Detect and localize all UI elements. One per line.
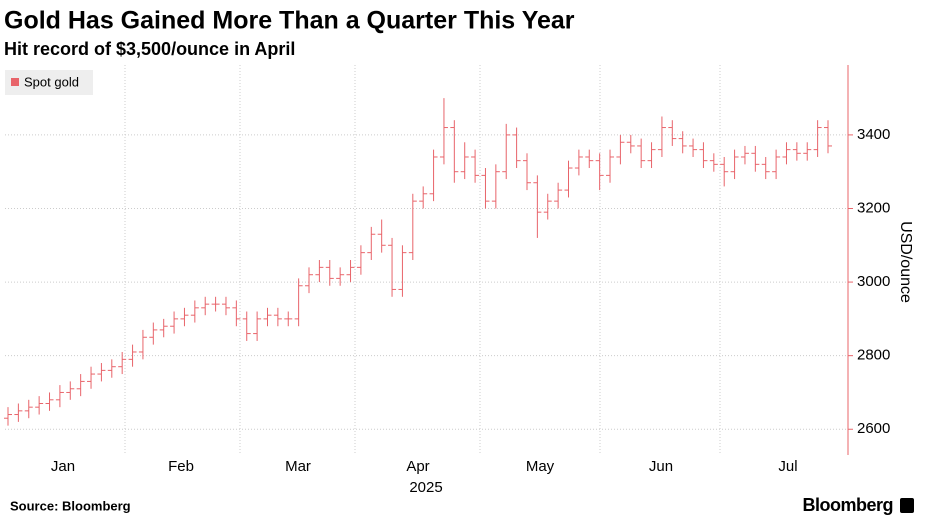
y-tick-label: 3200 [857, 199, 890, 216]
x-tick-label: Mar [285, 458, 311, 475]
legend-label: Spot gold [24, 74, 79, 89]
x-tick-label: Jan [51, 458, 75, 475]
x-tick-label: Jul [778, 458, 797, 475]
brand-icon [900, 498, 914, 513]
x-sublabel: 2025 [409, 479, 442, 496]
legend-swatch [11, 78, 19, 86]
source: Source: Bloomberg [10, 498, 131, 513]
y-tick-label: 3000 [857, 273, 890, 290]
y-axis-label: USD/ounce [897, 221, 914, 303]
y-tick-label: 3400 [857, 126, 890, 143]
y-tick-label: 2600 [857, 420, 890, 437]
legend-box [5, 70, 93, 95]
x-tick-label: Apr [406, 458, 429, 475]
chart-title: Gold Has Gained More Than a Quarter This… [4, 7, 575, 35]
x-tick-label: Feb [168, 458, 194, 475]
x-tick-label: Jun [649, 458, 673, 475]
brand: Bloomberg [802, 495, 893, 515]
y-tick-label: 2800 [857, 347, 890, 364]
x-tick-label: May [526, 458, 555, 475]
chart-subtitle: Hit record of $3,500/ounce in April [4, 39, 295, 59]
